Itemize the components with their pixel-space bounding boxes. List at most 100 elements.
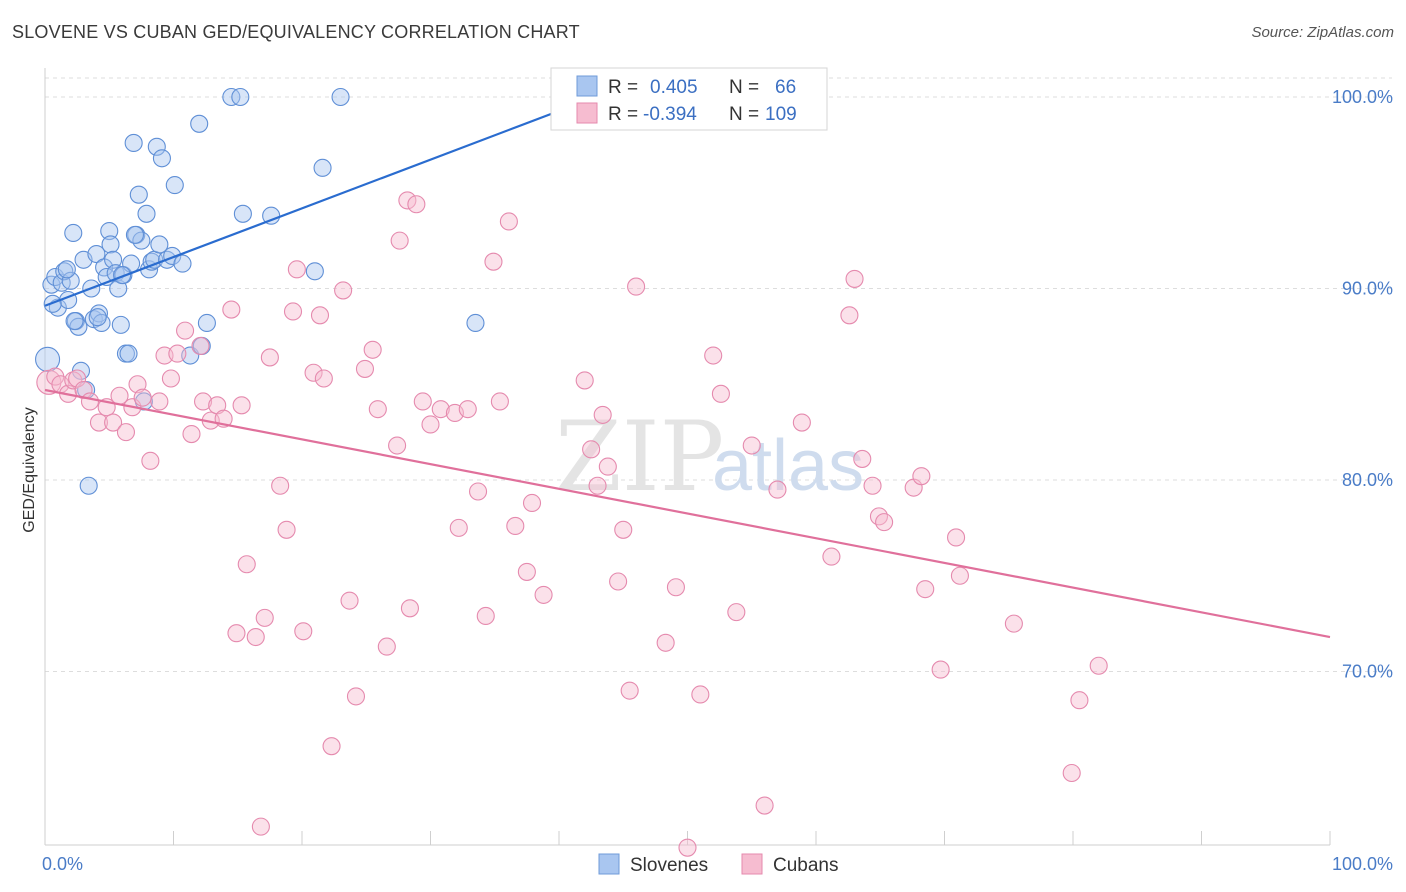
data-point xyxy=(614,520,633,539)
data-point xyxy=(678,838,697,857)
data-point xyxy=(283,302,303,321)
slovenes-points xyxy=(35,87,485,495)
data-point xyxy=(704,346,723,365)
data-point xyxy=(52,273,71,292)
data-point xyxy=(237,555,256,574)
data-point xyxy=(656,633,675,652)
data-point xyxy=(150,392,169,411)
data-point xyxy=(458,400,477,419)
data-point xyxy=(1062,763,1081,783)
data-point xyxy=(128,375,147,394)
chart-source: Source: ZipAtlas.com xyxy=(1251,24,1394,41)
data-point xyxy=(119,344,138,363)
data-point xyxy=(161,369,180,388)
data-point xyxy=(87,244,106,264)
data-point xyxy=(413,392,432,411)
y-tick-label: 100.0% xyxy=(1332,87,1393,107)
data-point xyxy=(388,436,407,455)
data-point xyxy=(152,149,171,168)
legend-cubans-label: Cubans xyxy=(773,855,839,876)
data-point xyxy=(313,158,332,177)
data-point xyxy=(334,281,353,300)
data-point xyxy=(55,262,74,281)
data-point xyxy=(517,562,536,581)
data-point xyxy=(251,817,270,836)
data-point xyxy=(65,312,84,331)
data-point xyxy=(466,313,485,333)
data-point xyxy=(173,254,192,273)
data-point xyxy=(368,400,387,419)
data-point xyxy=(89,413,109,432)
data-point xyxy=(260,348,279,367)
x-tick-labels: 0.0% 100.0% xyxy=(42,854,1393,874)
data-point xyxy=(314,369,333,388)
data-point xyxy=(116,423,136,442)
cubans-n-value: 109 xyxy=(765,104,797,125)
data-point xyxy=(1070,691,1089,710)
data-point xyxy=(232,396,251,415)
data-point xyxy=(340,591,359,610)
data-point xyxy=(222,300,241,319)
data-point xyxy=(88,308,107,327)
data-point xyxy=(111,315,130,334)
cubans-n-label: N = xyxy=(729,104,759,125)
data-point xyxy=(711,384,730,403)
data-point xyxy=(431,400,450,419)
data-point xyxy=(194,392,213,411)
data-point xyxy=(875,513,894,532)
grid-lines xyxy=(45,77,1392,672)
data-point xyxy=(141,451,160,470)
data-point xyxy=(305,262,324,281)
data-point xyxy=(840,306,859,325)
x-tick-label: 100.0% xyxy=(1332,854,1393,874)
data-point xyxy=(421,415,440,434)
data-point xyxy=(271,476,290,495)
cubans-points xyxy=(36,191,1108,857)
data-point xyxy=(598,457,617,476)
x-tick-label: 0.0% xyxy=(42,854,83,874)
data-point xyxy=(129,185,148,204)
data-point xyxy=(863,476,882,495)
y-tick-label: 80.0% xyxy=(1342,470,1393,490)
slovenes-swatch xyxy=(576,75,598,97)
data-point xyxy=(845,269,864,288)
y-tick-label: 70.0% xyxy=(1342,662,1393,682)
data-point xyxy=(322,737,341,756)
data-point xyxy=(113,266,132,285)
data-point xyxy=(125,225,144,244)
legend-slovenes-swatch xyxy=(598,853,620,875)
data-point xyxy=(768,480,787,499)
data-point xyxy=(150,235,169,254)
data-point xyxy=(506,516,525,536)
data-point xyxy=(620,681,639,700)
data-point xyxy=(582,440,601,459)
data-point xyxy=(104,250,123,269)
data-point xyxy=(742,436,761,455)
data-point xyxy=(124,133,143,153)
data-point xyxy=(165,176,184,195)
trend-lines xyxy=(44,107,1331,639)
data-point xyxy=(398,191,417,210)
watermark-atlas: atlas xyxy=(712,426,864,506)
data-point xyxy=(1004,614,1023,633)
data-point xyxy=(137,204,156,223)
data-point xyxy=(947,528,966,547)
data-point xyxy=(68,369,87,388)
cubans-swatch xyxy=(576,102,598,124)
data-point xyxy=(593,405,612,424)
data-point xyxy=(277,520,296,539)
cubans-trend-line xyxy=(44,388,1331,639)
data-point xyxy=(449,518,468,537)
data-point xyxy=(182,424,201,444)
data-point xyxy=(534,585,553,604)
data-point xyxy=(476,606,495,626)
data-point xyxy=(691,685,710,704)
data-point xyxy=(468,482,488,501)
data-point xyxy=(400,599,419,618)
bottom-legend: Slovenes Cubans xyxy=(598,853,839,876)
legend-slovenes-label: Slovenes xyxy=(630,855,708,876)
data-point xyxy=(100,222,119,241)
axes xyxy=(44,68,1331,846)
data-point xyxy=(931,660,950,679)
